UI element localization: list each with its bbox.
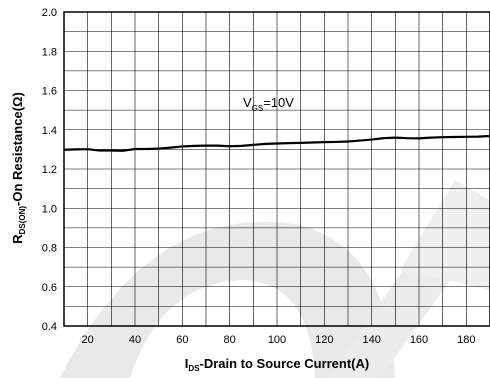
y-tick-label: 1.6 <box>42 86 57 98</box>
y-tick-label: 1.0 <box>42 203 57 215</box>
x-tick-label: 100 <box>268 334 286 346</box>
x-tick-label: 140 <box>362 334 380 346</box>
x-tick-labels: 20 40 60 80 100 120 140 160 180 <box>82 334 476 346</box>
y-tick-label: 0.4 <box>42 321 57 333</box>
plot-frame <box>63 11 490 327</box>
series-line <box>64 134 490 152</box>
y-axis-title: RDS(ON)-On Resistance(Ω) <box>10 92 27 244</box>
y-tick-label: 0.8 <box>42 243 57 255</box>
y-tick-labels: 0.4 0.6 0.8 1.0 1.2 1.4 1.6 1.8 2.0 <box>42 7 57 333</box>
x-tick-label: 20 <box>82 334 94 346</box>
annotation: VGS=10V <box>243 95 294 113</box>
y-tick-label: 2.0 <box>42 7 57 19</box>
watermark <box>60 180 490 378</box>
x-tick-label: 80 <box>224 334 236 346</box>
y-tick-label: 1.4 <box>42 125 57 137</box>
x-axis-title: IDS-Drain to Source Current(A) <box>185 356 369 373</box>
x-tick-label: 180 <box>457 334 475 346</box>
y-tick-label: 0.6 <box>42 282 57 294</box>
x-tick-label: 40 <box>129 334 141 346</box>
x-tick-label: 160 <box>410 334 428 346</box>
x-tick-label: 60 <box>176 334 188 346</box>
y-tick-label: 1.2 <box>42 164 57 176</box>
x-tick-label: 120 <box>315 334 333 346</box>
y-tick-label: 1.8 <box>42 46 57 58</box>
